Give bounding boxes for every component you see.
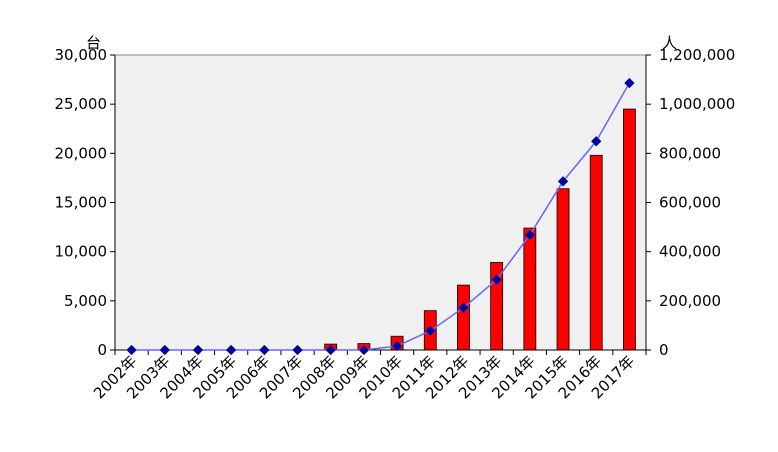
- series-line: [131, 82, 631, 351]
- right-tick-label: 1,000,000: [659, 95, 735, 113]
- data-point: [358, 344, 370, 356]
- right-tick-label: 200,000: [659, 292, 721, 310]
- data-point: [524, 229, 536, 241]
- left-axis-unit: 台: [86, 34, 101, 52]
- left-tick-label: 25,000: [55, 95, 108, 113]
- right-tick-label: 600,000: [659, 194, 721, 212]
- data-point: [491, 274, 503, 286]
- data-point: [159, 344, 171, 356]
- right-tick-label: 400,000: [659, 243, 721, 261]
- line-series: [126, 77, 635, 356]
- x-axis-ticks: 2002年2003年2004年2005年2006年2007年2008年2009年…: [90, 350, 647, 402]
- right-tick-label: 0: [659, 341, 669, 359]
- right-tick-label: 1,200,000: [659, 46, 735, 64]
- bar: [556, 188, 570, 351]
- data-point: [391, 340, 403, 352]
- data-point: [458, 302, 469, 314]
- bar: [623, 108, 636, 351]
- data-point: [192, 344, 204, 356]
- data-point: [325, 344, 337, 356]
- left-tick-label: 15,000: [55, 194, 108, 212]
- data-point: [624, 77, 635, 89]
- bar-series: [324, 108, 636, 351]
- data-point: [557, 176, 569, 187]
- right-axis-unit: 人: [662, 34, 677, 52]
- left-tick-label: 30,000: [55, 46, 108, 64]
- data-point: [424, 325, 436, 337]
- left-tick-label: 20,000: [55, 144, 108, 162]
- left-tick-label: 5,000: [64, 292, 107, 310]
- data-point: [292, 344, 303, 356]
- right-tick-label: 800,000: [659, 144, 721, 162]
- left-tick-label: 0: [97, 341, 107, 359]
- data-point: [258, 344, 270, 356]
- left-axis-ticks: 0 5,000 10,000 15,000 20,000 25,000 30,000: [55, 46, 115, 359]
- data-point: [126, 344, 137, 356]
- data-point: [225, 344, 237, 356]
- bar: [457, 284, 470, 351]
- data-point: [590, 135, 602, 147]
- bar: [589, 154, 603, 351]
- left-tick-label: 10,000: [55, 243, 108, 261]
- bar: [523, 227, 537, 351]
- right-axis-ticks: 0 200,000 400,000 600,000 800,000 1,000,000 1,…: [646, 46, 735, 359]
